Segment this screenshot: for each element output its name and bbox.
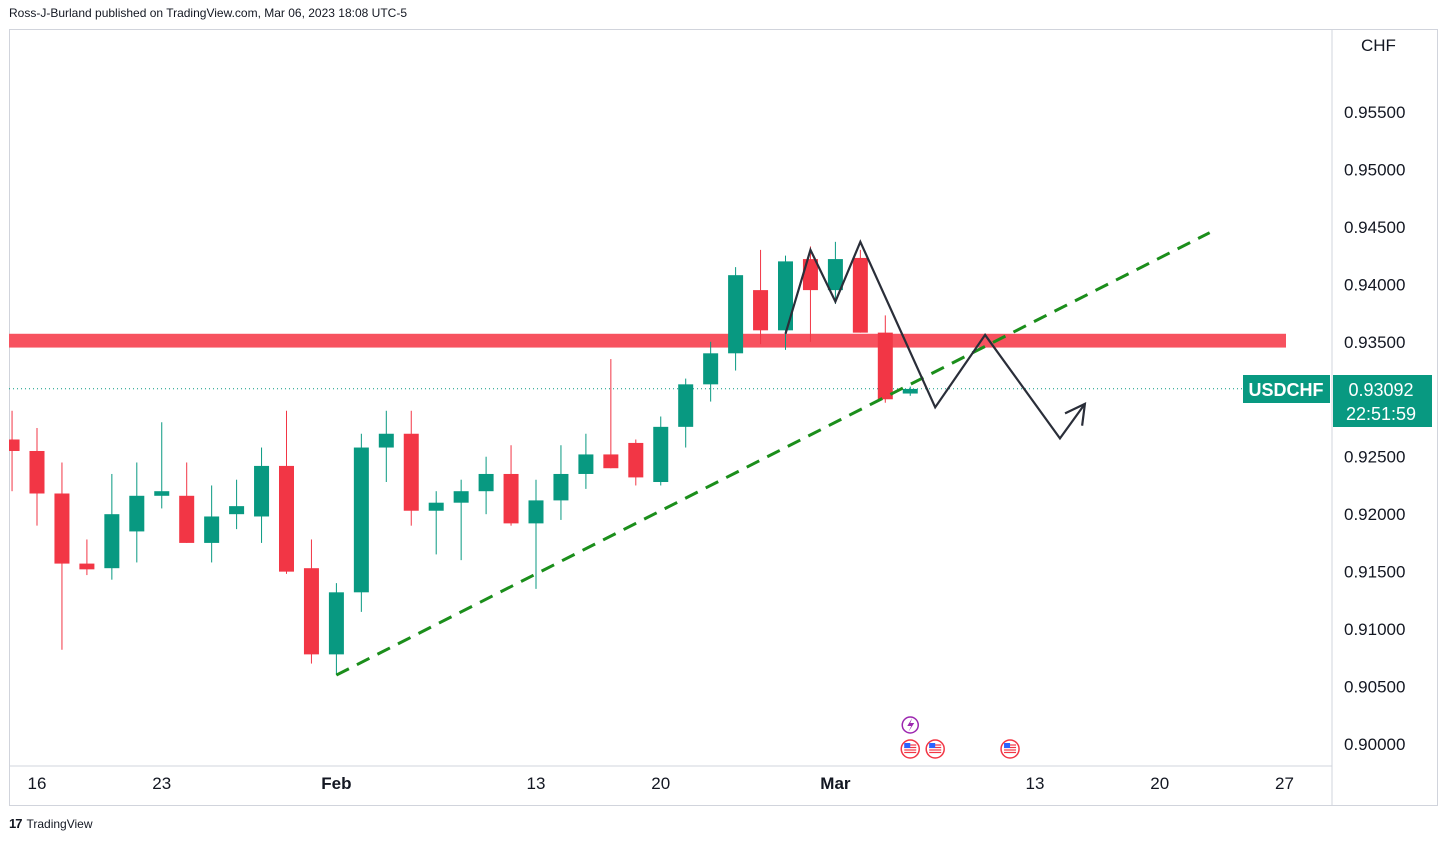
candle-up[interactable] (778, 261, 793, 331)
candle-up[interactable] (204, 516, 220, 543)
resistance-zone[interactable] (9, 333, 1286, 348)
us-flag-icon[interactable] (1000, 739, 1020, 759)
candle-up[interactable] (553, 473, 569, 501)
price-tick-label: 0.90000 (1344, 735, 1405, 754)
candle-down[interactable] (877, 332, 893, 400)
time-axis[interactable]: 16 23 Feb 13 20 Mar 13 20 27 (28, 774, 1294, 793)
symbol-label: USDCHF (1249, 380, 1324, 400)
candle-up[interactable] (827, 259, 843, 291)
candle-down[interactable] (179, 495, 195, 543)
candle-up[interactable] (653, 426, 669, 483)
price-tick-label: 0.93500 (1344, 333, 1405, 352)
lightning-icon[interactable] (901, 716, 919, 734)
date-tick-label: 20 (651, 774, 670, 793)
candle-down[interactable] (29, 450, 45, 494)
chart-frame (9, 29, 1438, 806)
symbol-price-badge: USDCHF 0.93092 22:51:59 (1243, 375, 1432, 427)
price-tick-label: 0.90500 (1344, 678, 1405, 697)
event-circle (900, 739, 920, 759)
date-tick-label: 16 (28, 774, 47, 793)
date-tick-label: 27 (1275, 774, 1294, 793)
footer-brand: TradingView (26, 816, 93, 831)
candle-up[interactable] (428, 502, 444, 511)
publisher-info: Ross-J-Burland published on TradingView.… (9, 6, 407, 20)
price-tick-label: 0.94500 (1344, 218, 1405, 237)
candle-down[interactable] (603, 454, 619, 469)
us-flag-icon[interactable] (900, 739, 920, 759)
flag-canton (929, 743, 936, 748)
price-tick-label: 0.95000 (1344, 160, 1405, 179)
last-price-label: 0.93092 (1348, 380, 1413, 400)
price-tick-label: 0.91500 (1344, 563, 1405, 582)
candle-down[interactable] (852, 257, 868, 333)
price-tick-label: 0.92500 (1344, 448, 1405, 467)
candle-down[interactable] (628, 442, 644, 478)
candle-up[interactable] (328, 592, 344, 655)
price-axis[interactable]: 0.955000.950000.945000.940000.935000.930… (1344, 103, 1405, 754)
projection-path[interactable] (784, 239, 1086, 441)
candle-up[interactable] (254, 465, 270, 517)
candle-up[interactable] (453, 491, 469, 503)
candle-up[interactable] (104, 514, 120, 569)
candle-down[interactable] (279, 465, 294, 572)
price-tick-label: 0.95500 (1344, 103, 1405, 122)
lightning-bolt (907, 718, 915, 732)
price-chart[interactable]: 0.95500 0.95000 0.94500 0.94000 0.93500 0.930… (9, 29, 1438, 806)
candle-down[interactable] (802, 259, 818, 291)
trendline[interactable] (335, 231, 1211, 677)
plot-area[interactable] (9, 231, 1332, 759)
date-tick-label: Feb (321, 774, 351, 793)
candle-down[interactable] (9, 439, 20, 451)
candle-down[interactable] (79, 563, 95, 570)
candle-up[interactable] (378, 433, 394, 448)
candle-down[interactable] (54, 493, 70, 564)
date-tick-label: Mar (820, 774, 851, 793)
event-circle (925, 739, 945, 759)
candle-up[interactable] (703, 353, 719, 385)
currency-label: CHF (1361, 36, 1396, 55)
event-circle (1000, 739, 1020, 759)
candle-up[interactable] (902, 388, 918, 394)
price-tick-label: 0.91000 (1344, 620, 1405, 639)
candle-up[interactable] (353, 447, 369, 593)
date-tick-label: 13 (1026, 774, 1045, 793)
candle-down[interactable] (303, 568, 319, 655)
candle-down[interactable] (753, 290, 769, 331)
flag-canton (904, 743, 911, 748)
bar-countdown: 22:51:59 (1346, 404, 1416, 424)
date-tick-label: 20 (1150, 774, 1169, 793)
candle-up[interactable] (129, 495, 145, 532)
price-tick-label: 0.94000 (1344, 275, 1405, 294)
flag-canton (1004, 743, 1011, 748)
tradingview-logo-icon: 17 (9, 816, 23, 831)
candle-up[interactable] (528, 500, 544, 524)
candle-up[interactable] (678, 384, 694, 427)
candle-up[interactable] (578, 454, 594, 474)
candle-up[interactable] (154, 491, 170, 496)
us-flag-icon[interactable] (925, 739, 945, 759)
projection-arrowhead-icon (1064, 402, 1087, 426)
price-tick-label: 0.92000 (1344, 505, 1405, 524)
date-tick-label: 23 (152, 774, 171, 793)
candle-up[interactable] (229, 506, 245, 515)
candle-up[interactable] (478, 473, 494, 492)
footer: 17 TradingView (9, 816, 93, 831)
candle-down[interactable] (503, 473, 519, 524)
candle-up[interactable] (728, 275, 744, 354)
candle-down[interactable] (403, 433, 419, 511)
date-tick-label: 13 (527, 774, 546, 793)
